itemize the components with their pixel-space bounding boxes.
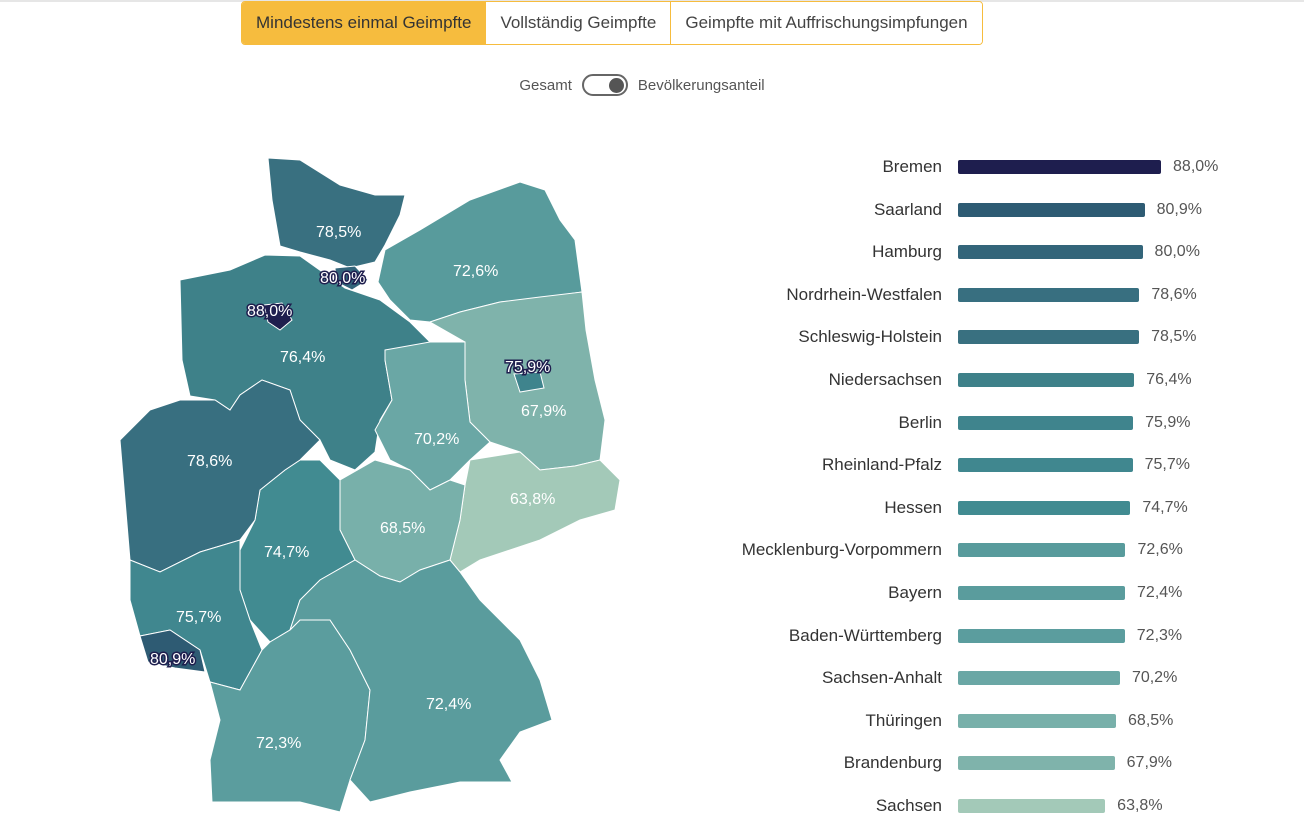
bar-value-label: 72,4% — [1137, 584, 1183, 601]
bar-value-label: 72,6% — [1137, 541, 1183, 559]
bar-row[interactable]: Hessen 74,7% — [700, 486, 1260, 529]
bar-row[interactable]: Brandenburg 67,9% — [700, 741, 1260, 784]
bar-category-label: Berlin — [898, 412, 942, 432]
bar[interactable] — [958, 713, 1117, 728]
bar-row[interactable]: Berlin 75,9% — [700, 401, 1260, 444]
display-toggle-switch[interactable] — [581, 74, 628, 96]
bar-category-label: Baden-Württemberg — [788, 625, 942, 645]
map-value-label: 72,6% — [453, 263, 498, 280]
map-state-saarland[interactable] — [139, 629, 206, 673]
map-state-berlin[interactable] — [513, 371, 545, 393]
bar[interactable] — [958, 458, 1133, 473]
metric-tabs: Mindestens einmal Geimpfte Vollständig G… — [241, 1, 983, 45]
bar[interactable] — [958, 245, 1143, 260]
map-state-hamburg[interactable] — [334, 265, 369, 291]
map-value-label: 76,4% — [280, 349, 325, 366]
toggle-knob — [608, 78, 624, 93]
map-value-label: 80,9% — [150, 651, 195, 668]
tab-mindestens-einmal[interactable]: Mindestens einmal Geimpfte — [242, 2, 486, 44]
bar-category-label: Sachsen-Anhalt — [821, 668, 942, 688]
map-value-label: 67,9% — [521, 403, 566, 420]
bar-category-label: Hessen — [884, 497, 942, 517]
map-value-label: 70,2% — [414, 431, 459, 448]
map-state-bayern[interactable] — [289, 559, 553, 803]
bar-category-label: Hamburg — [872, 242, 942, 262]
bar-category-label: Brandenburg — [843, 753, 942, 773]
bar[interactable] — [958, 756, 1115, 771]
bar-row[interactable]: Mecklenburg-Vorpommern 72,6% — [700, 528, 1260, 571]
map-state-bremen[interactable] — [263, 302, 293, 331]
germany-map: 78,5% 72,6% 76,4% 67,9% 70,2% 63,8% 68,5% 74,7%… — [119, 157, 621, 813]
bar-value-label: 63,8% — [1117, 797, 1163, 814]
bar-category-label: Thüringen — [865, 710, 942, 730]
bar-value-label: 78,6% — [1151, 285, 1197, 303]
bar-value-label: 80,9% — [1156, 200, 1202, 218]
bar[interactable] — [958, 160, 1162, 174]
bar-value-label: 88,0% — [1173, 158, 1219, 175]
display-toggle-row: Gesamt Bevölkerungsanteil — [0, 74, 1284, 96]
map-value-label: 80,0% — [320, 270, 365, 287]
map-value-label: 74,7% — [264, 544, 309, 561]
bar[interactable] — [958, 543, 1126, 558]
bar[interactable] — [958, 500, 1131, 515]
bar-category-label: Nordrhein-Westfalen — [786, 284, 942, 304]
bar[interactable] — [958, 287, 1140, 302]
bar-row[interactable]: Bremen 88,0% — [700, 145, 1260, 188]
bar-value-label: 68,5% — [1128, 711, 1174, 729]
bar[interactable] — [958, 415, 1134, 430]
map-value-label: 78,5% — [316, 224, 361, 241]
tab-vollstaendig[interactable]: Vollständig Geimpfte — [485, 2, 671, 44]
bar[interactable] — [958, 202, 1145, 217]
map-value-label: 75,7% — [176, 609, 221, 626]
bar-category-label: Rheinland-Pfalz — [821, 455, 942, 475]
bar[interactable] — [958, 671, 1120, 686]
bar-category-label: Mecklenburg-Vorpommern — [741, 540, 942, 560]
bar-category-label: Niedersachsen — [828, 370, 942, 389]
bar[interactable] — [958, 373, 1135, 387]
bar[interactable] — [958, 628, 1125, 643]
bar-value-label: 76,4% — [1146, 371, 1192, 388]
tab-auffrischung[interactable]: Geimpfte mit Auffrischungsimpfungen — [670, 2, 982, 44]
bar-row[interactable]: Thüringen 68,5% — [700, 699, 1260, 742]
map-value-label: 75,9% — [505, 359, 550, 376]
bar-row[interactable]: Niedersachsen 76,4% — [700, 358, 1260, 401]
toggle-right-label[interactable]: Bevölkerungsanteil — [637, 76, 765, 94]
map-state-schleswig-holstein[interactable] — [267, 157, 406, 269]
map-value-label: 63,8% — [510, 491, 555, 508]
bar-row[interactable]: Schleswig-Holstein 78,5% — [700, 315, 1260, 358]
bar-row[interactable]: Hamburg 80,0% — [700, 230, 1260, 273]
bar-value-label: 70,2% — [1131, 669, 1178, 687]
bar-row[interactable]: Bayern 72,4% — [700, 571, 1260, 614]
map-value-label: 78,6% — [187, 453, 232, 470]
toggle-left-label[interactable]: Gesamt — [519, 76, 572, 94]
bar-value-label: 75,9% — [1145, 413, 1191, 431]
bar-category-label: Bayern — [888, 583, 942, 602]
bar-value-label: 72,3% — [1136, 626, 1183, 644]
map-state-sachsen[interactable] — [449, 451, 621, 573]
bar-row[interactable]: Sachsen-Anhalt 70,2% — [700, 656, 1260, 699]
bar-value-label: 80,0% — [1154, 243, 1200, 261]
map-value-label: 68,5% — [380, 520, 425, 537]
map-value-label: 72,3% — [256, 735, 301, 752]
bar-category-label: Sachsen — [875, 796, 942, 815]
bar[interactable] — [958, 799, 1106, 813]
map-value-label: 88,0% — [247, 303, 292, 320]
bar-row[interactable]: Baden-Württemberg 72,3% — [700, 614, 1260, 657]
bar[interactable] — [958, 330, 1140, 345]
bar-category-label: Bremen — [882, 157, 942, 176]
bar-row[interactable]: Nordrhein-Westfalen 78,6% — [700, 273, 1260, 316]
bar-category-label: Saarland — [873, 199, 942, 219]
bar-category-label: Schleswig-Holstein — [798, 327, 942, 347]
map-value-label: 72,4% — [426, 696, 471, 713]
bar-row[interactable]: Rheinland-Pfalz 75,7% — [700, 443, 1260, 486]
bar-row[interactable]: Saarland 80,9% — [700, 188, 1260, 231]
bar-value-label: 67,9% — [1126, 754, 1173, 772]
bar-row[interactable]: Sachsen 63,8% — [700, 784, 1260, 827]
bar-value-label: 74,7% — [1142, 498, 1188, 516]
bar[interactable] — [958, 586, 1126, 600]
bar-value-label: 78,5% — [1151, 328, 1197, 346]
bar-value-label: 75,7% — [1144, 456, 1190, 474]
